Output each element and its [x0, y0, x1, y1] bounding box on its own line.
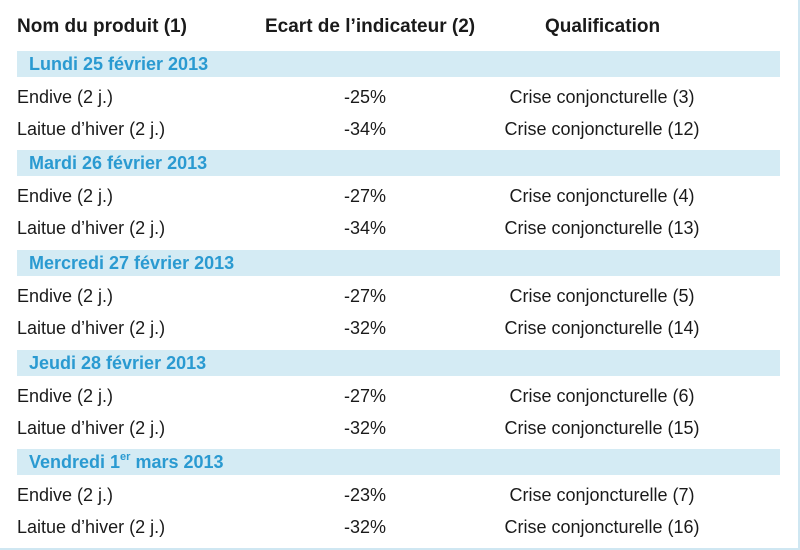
day-header: Mercredi 27 février 2013: [17, 250, 780, 276]
ecart-cell: -27%: [343, 386, 387, 406]
ecart-cell: -34%: [343, 119, 387, 139]
product-cell: Laitue d’hiver (2 j.): [17, 418, 166, 438]
day-label-prefix: Vendredi 1: [29, 452, 121, 472]
qualification-cell: Crise conjoncturelle (5): [509, 286, 695, 306]
table-row: Laitue d’hiver (2 j.) -32% Crise conjonc…: [0, 318, 800, 348]
day-header: Vendredi 1er mars 2013: [17, 449, 780, 475]
product-cell: Endive (2 j.): [17, 485, 114, 505]
product-cell: Laitue d’hiver (2 j.): [17, 318, 166, 338]
qualification-cell: Crise conjoncturelle (3): [509, 87, 695, 107]
ecart-cell: -27%: [343, 286, 387, 306]
qualification-cell: Crise conjoncturelle (16): [504, 517, 700, 537]
table-row: Endive (2 j.) -27% Crise conjoncturelle …: [0, 186, 800, 216]
ecart-cell: -23%: [343, 485, 387, 505]
day-header: Mardi 26 février 2013: [17, 150, 780, 176]
ecart-cell: -32%: [343, 318, 387, 338]
header-ecart: Ecart de l’indicateur (2): [265, 16, 476, 37]
qualification-cell: Crise conjoncturelle (15): [504, 418, 700, 438]
table-row: Laitue d’hiver (2 j.) -32% Crise conjonc…: [0, 418, 800, 448]
product-cell: Endive (2 j.): [17, 87, 114, 107]
table-row: Endive (2 j.) -25% Crise conjoncturelle …: [0, 87, 800, 117]
header-product: Nom du produit (1): [17, 16, 187, 37]
table-row: Laitue d’hiver (2 j.) -34% Crise conjonc…: [0, 119, 800, 149]
product-cell: Laitue d’hiver (2 j.): [17, 119, 166, 139]
qualification-cell: Crise conjoncturelle (6): [509, 386, 695, 406]
ecart-cell: -34%: [343, 218, 387, 238]
day-header: Jeudi 28 février 2013: [17, 350, 780, 376]
product-cell: Laitue d’hiver (2 j.): [17, 517, 166, 537]
day-label-ordinal: er: [120, 451, 131, 463]
header-qualification: Qualification: [545, 16, 661, 37]
day-header: Lundi 25 février 2013: [17, 51, 780, 77]
table-row: Laitue d’hiver (2 j.) -32% Crise conjonc…: [0, 517, 800, 547]
day-label: Vendredi 1er mars 2013: [29, 452, 224, 473]
qualification-cell: Crise conjoncturelle (12): [504, 119, 700, 139]
table-row: Endive (2 j.) -23% Crise conjoncturelle …: [0, 485, 800, 515]
product-cell: Endive (2 j.): [17, 286, 114, 306]
day-label: Jeudi 28 février 2013: [29, 353, 207, 373]
table-row: Laitue d’hiver (2 j.) -34% Crise conjonc…: [0, 218, 800, 248]
table-row: Endive (2 j.) -27% Crise conjoncturelle …: [0, 386, 800, 416]
ecart-cell: -25%: [343, 87, 387, 107]
day-label: Mardi 26 février 2013: [29, 153, 208, 173]
table-row: Endive (2 j.) -27% Crise conjoncturelle …: [0, 286, 800, 316]
qualification-cell: Crise conjoncturelle (14): [504, 318, 700, 338]
ecart-cell: -27%: [343, 186, 387, 206]
qualification-cell: Crise conjoncturelle (4): [509, 186, 695, 206]
day-label-suffix: mars 2013: [130, 452, 224, 472]
product-cell: Endive (2 j.): [17, 186, 114, 206]
day-label: Mercredi 27 février 2013: [29, 253, 235, 273]
qualification-cell: Crise conjoncturelle (13): [504, 218, 700, 238]
qualification-cell: Crise conjoncturelle (7): [509, 485, 695, 505]
day-label: Lundi 25 février 2013: [29, 54, 209, 74]
product-cell: Laitue d’hiver (2 j.): [17, 218, 166, 238]
ecart-cell: -32%: [343, 517, 387, 537]
product-cell: Endive (2 j.): [17, 386, 114, 406]
ecart-cell: -32%: [343, 418, 387, 438]
table-header: Nom du produit (1) Ecart de l’indicateur…: [0, 0, 800, 46]
